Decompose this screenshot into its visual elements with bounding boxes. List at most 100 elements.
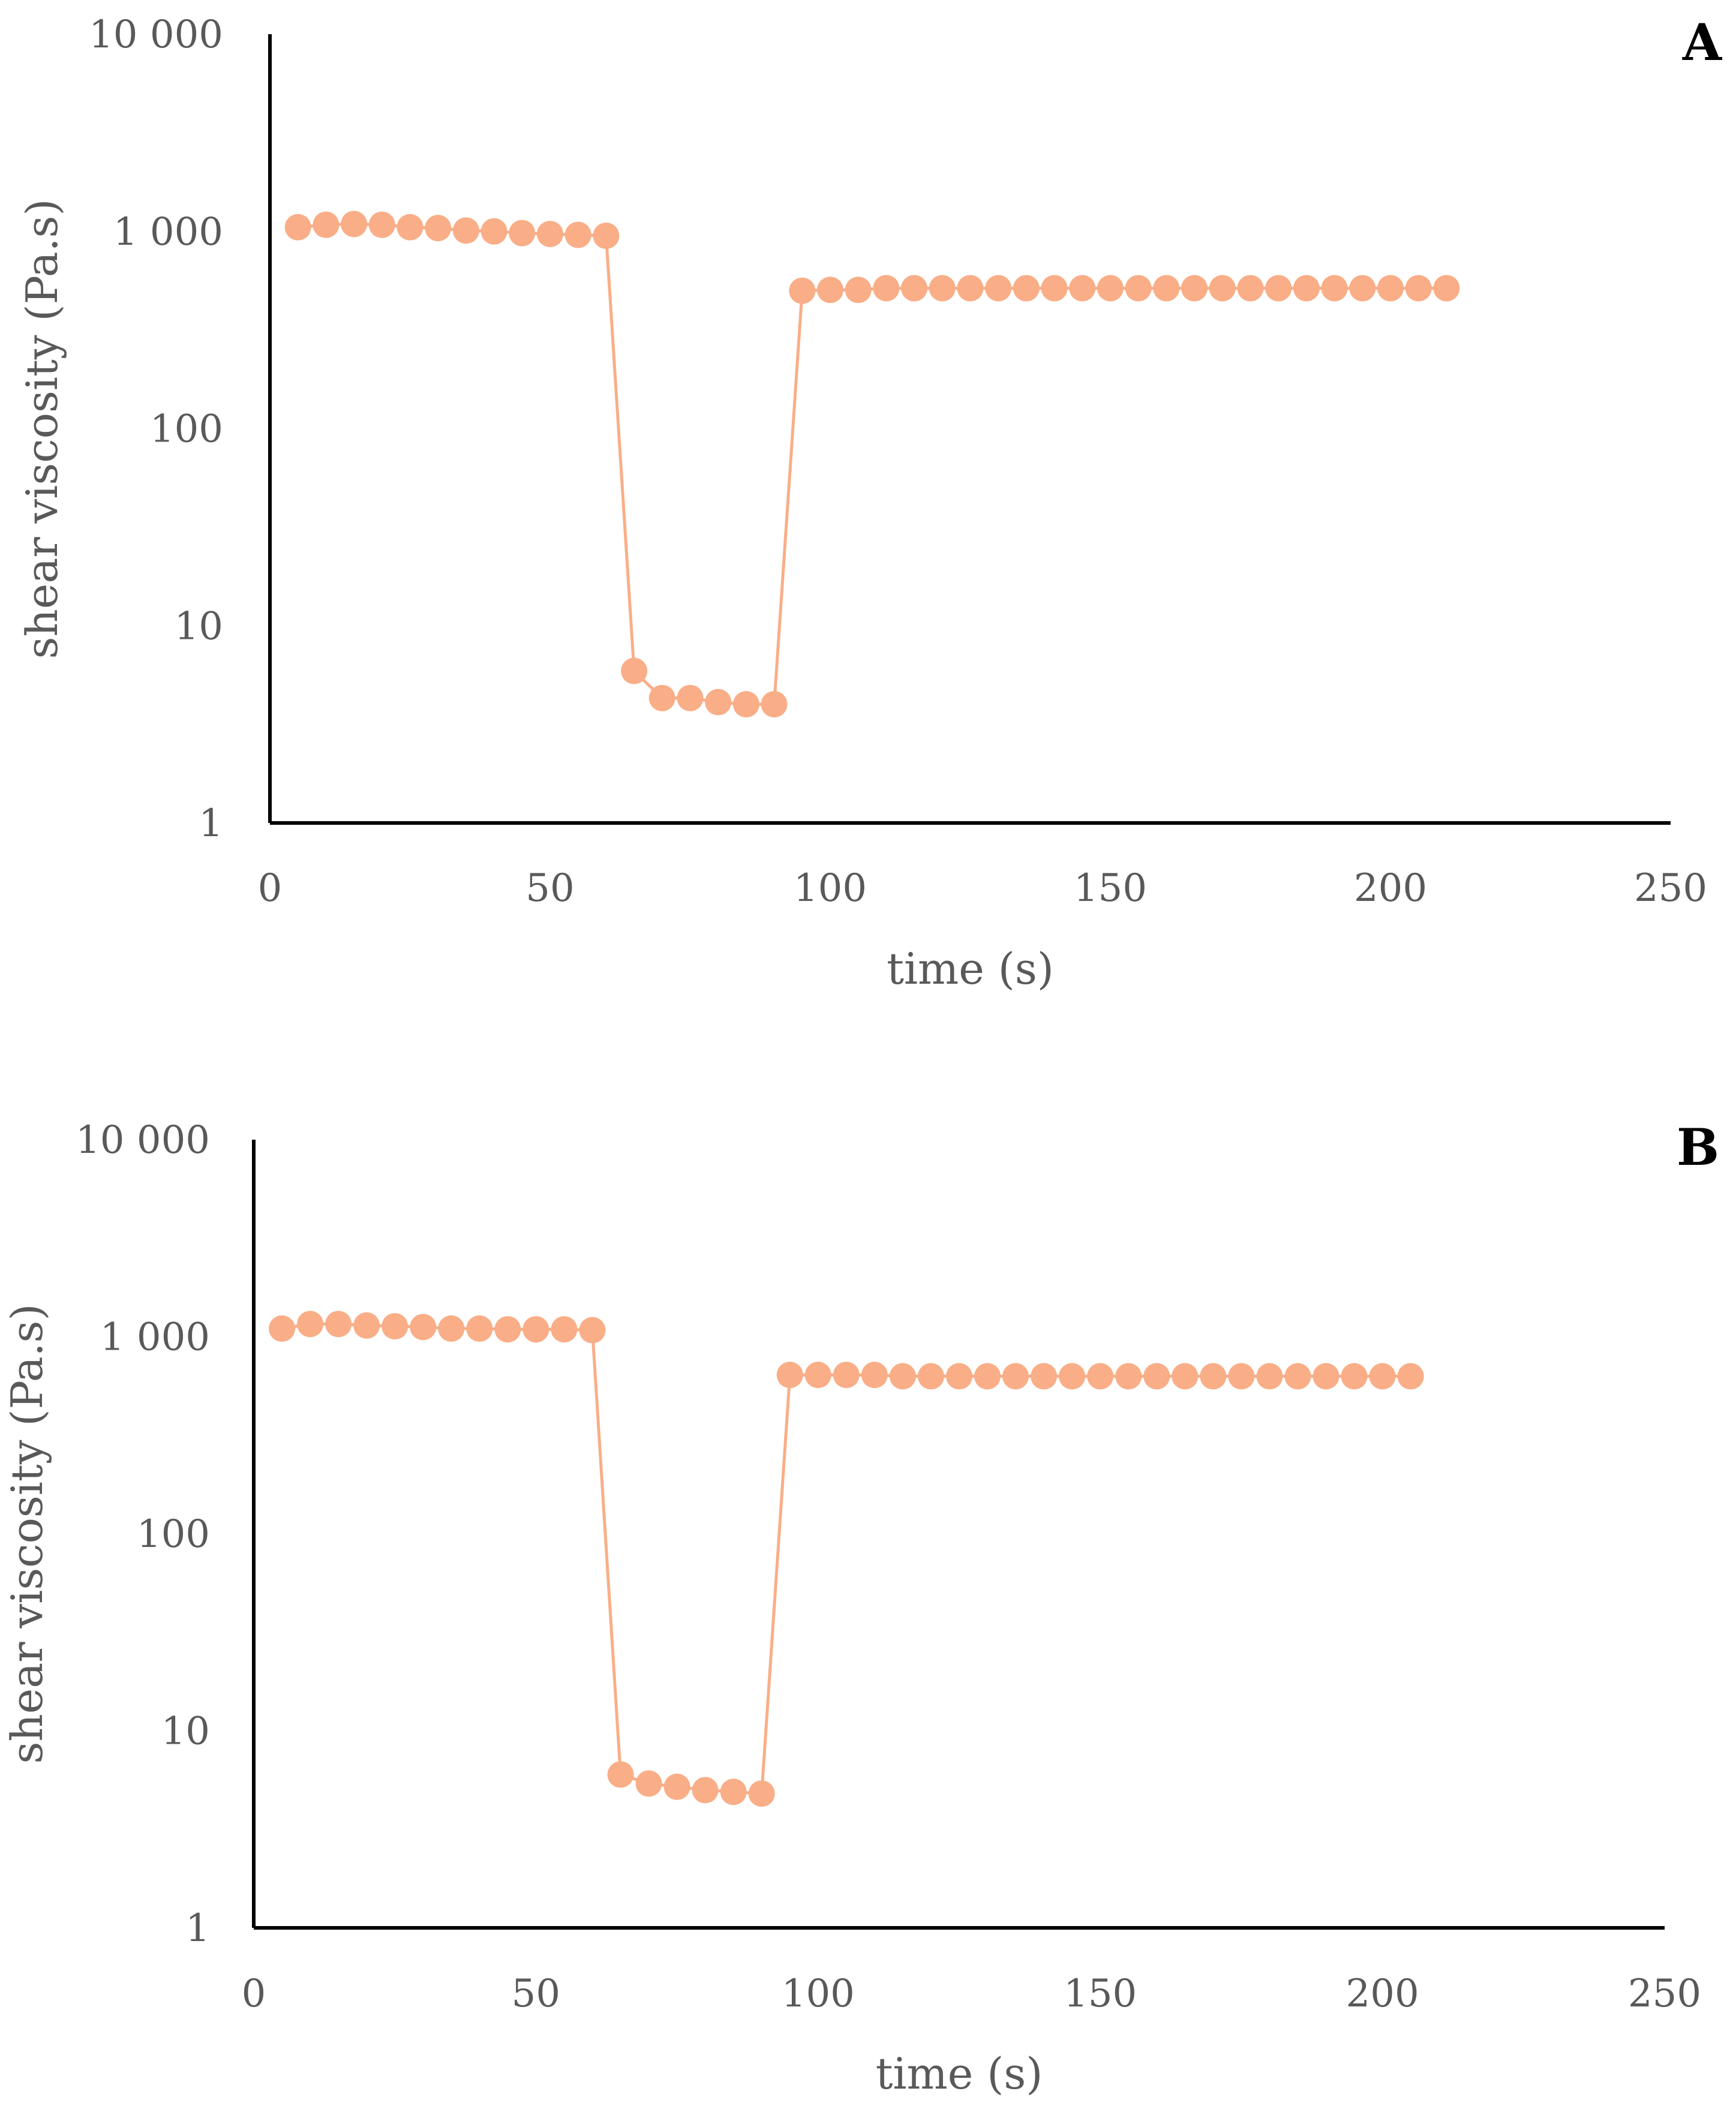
data-point xyxy=(873,275,900,302)
x-tick-label: 250 xyxy=(1634,866,1707,911)
data-point xyxy=(551,1316,578,1343)
data-point xyxy=(452,217,479,244)
chart-panel-b: 1 10 100 1 000 10 000 0 50 100 150 200 250 time (s)… xyxy=(2,1117,1719,2099)
y-tick-label: 10 000 xyxy=(89,13,223,57)
data-point xyxy=(564,221,591,248)
data-point xyxy=(1115,1363,1142,1390)
data-point xyxy=(1228,1363,1255,1390)
data-point xyxy=(410,1314,437,1341)
data-point xyxy=(325,1311,352,1338)
data-point xyxy=(1349,275,1376,302)
data-point xyxy=(1059,1363,1086,1390)
data-point xyxy=(537,221,563,248)
data-point xyxy=(480,218,507,245)
data-point xyxy=(466,1315,493,1342)
data-point xyxy=(889,1363,916,1390)
x-tick-label: 250 xyxy=(1628,1972,1701,2016)
y-tick-label: 10 xyxy=(161,1710,210,1754)
data-point xyxy=(509,220,536,247)
x-tick-label: 0 xyxy=(242,1972,266,2016)
data-point xyxy=(1181,275,1208,302)
x-axis-title: time (s) xyxy=(876,2048,1043,2099)
data-point xyxy=(1237,275,1264,302)
x-tick-label: 0 xyxy=(258,866,283,911)
data-point xyxy=(1069,275,1096,302)
x-tick-label: 100 xyxy=(782,1972,855,2016)
data-point xyxy=(1265,275,1292,302)
data-point xyxy=(1377,275,1404,302)
data-point xyxy=(1143,1363,1170,1390)
data-point xyxy=(1172,1363,1199,1390)
y-tick-label: 100 xyxy=(150,407,223,452)
data-point xyxy=(1321,275,1348,302)
data-point xyxy=(845,277,872,304)
data-point xyxy=(705,689,732,716)
data-point xyxy=(817,277,843,304)
data-point xyxy=(804,1362,831,1389)
data-point xyxy=(833,1362,860,1389)
data-point xyxy=(382,1313,409,1340)
data-point xyxy=(397,214,424,241)
x-axis-title: time (s) xyxy=(887,944,1054,994)
x-tick-label: 100 xyxy=(794,866,867,911)
data-point xyxy=(1209,275,1236,302)
data-point xyxy=(341,211,368,238)
data-point xyxy=(297,1311,324,1338)
x-tick-label: 200 xyxy=(1346,1972,1419,2016)
data-point xyxy=(1312,1363,1339,1390)
y-axis-title: shear viscosity (Pa.s) xyxy=(2,1303,52,1764)
data-point xyxy=(1031,1363,1058,1390)
x-tick-label: 50 xyxy=(512,1972,560,2016)
data-point xyxy=(353,1312,380,1339)
data-point xyxy=(635,1770,662,1797)
data-point xyxy=(284,214,311,241)
series-line xyxy=(281,1322,1411,1795)
data-point xyxy=(522,1316,549,1343)
data-point xyxy=(1002,1363,1029,1390)
data-point xyxy=(1087,1363,1114,1390)
data-point xyxy=(607,1761,634,1788)
data-point xyxy=(269,1315,296,1342)
data-point xyxy=(985,275,1012,302)
data-point xyxy=(1284,1363,1311,1390)
y-tick-label: 1 xyxy=(199,801,223,846)
data-point xyxy=(720,1778,747,1805)
data-point xyxy=(1013,275,1040,302)
panel-label: A xyxy=(1682,13,1723,72)
panel-label: B xyxy=(1677,1117,1719,1177)
chart-panel-a: 1 10 100 1 000 10 000 0 50 100 150 200 250 time (s)… xyxy=(17,13,1723,994)
data-point xyxy=(1200,1363,1227,1390)
data-point xyxy=(593,223,620,250)
data-point xyxy=(692,1777,719,1804)
data-point xyxy=(425,215,452,242)
data-point xyxy=(1341,1363,1368,1390)
x-tick-label: 150 xyxy=(1074,866,1147,911)
y-tick-label: 10 xyxy=(175,604,223,648)
data-point xyxy=(789,277,816,304)
x-tick-label: 150 xyxy=(1064,1972,1137,2016)
data-point xyxy=(917,1363,944,1390)
data-point xyxy=(1369,1363,1396,1390)
data-point xyxy=(368,211,395,238)
x-tick-label: 200 xyxy=(1354,866,1427,911)
data-point xyxy=(761,691,788,718)
y-tick-label: 100 xyxy=(137,1512,210,1557)
data-point xyxy=(677,684,704,711)
data-point xyxy=(901,275,928,302)
data-point xyxy=(1293,275,1320,302)
data-point xyxy=(1256,1363,1283,1390)
data-point xyxy=(946,1363,972,1390)
data-point xyxy=(1397,1363,1424,1390)
data-point xyxy=(957,275,984,302)
data-point xyxy=(1041,275,1068,302)
data-point xyxy=(1405,275,1432,302)
y-tick-label: 1 xyxy=(185,1906,210,1951)
data-point xyxy=(732,691,759,718)
x-tick-label: 50 xyxy=(525,866,574,911)
data-point xyxy=(313,211,340,238)
data-point xyxy=(776,1362,803,1389)
data-point xyxy=(1097,275,1124,302)
data-point xyxy=(438,1315,465,1342)
y-tick-label: 10 000 xyxy=(76,1118,210,1162)
